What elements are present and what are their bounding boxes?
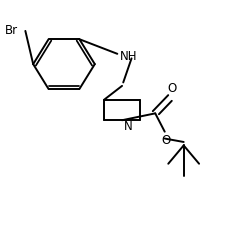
- Text: O: O: [161, 134, 171, 147]
- Text: O: O: [167, 82, 177, 95]
- Text: N: N: [124, 120, 133, 133]
- Text: Br: Br: [5, 25, 18, 37]
- Text: NH: NH: [120, 50, 137, 63]
